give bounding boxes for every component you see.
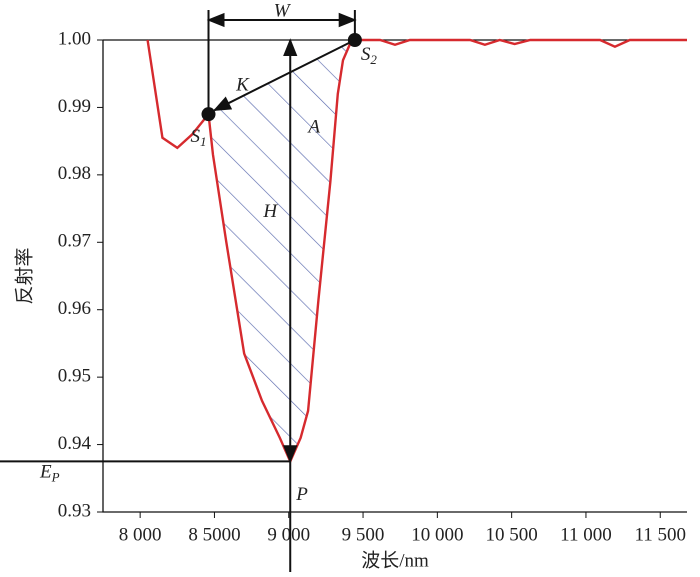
x-tick-label: 9 000 (267, 524, 310, 545)
y-tick-label: 1.00 (58, 28, 91, 49)
y-tick-label: 0.95 (58, 366, 91, 387)
x-tick-label: 8 5000 (188, 524, 240, 545)
y-tick-label: 0.94 (58, 433, 92, 454)
x-axis-label: 波长/nm (361, 549, 429, 571)
ep-label: EP (39, 462, 60, 485)
h-label: H (262, 201, 278, 222)
ep-label-sub: P (51, 469, 60, 484)
feature-point (347, 33, 362, 47)
y-axis-label: 反射率 (13, 247, 35, 304)
k-label: K (235, 75, 250, 96)
ep-label-main: E (39, 462, 52, 483)
axis-frame (102, 39, 687, 513)
y-tick-label: 0.96 (58, 298, 91, 319)
x-tick-label: 10 500 (486, 524, 538, 545)
y-tick-label: 0.97 (58, 231, 91, 252)
w-label: W (274, 0, 292, 21)
y-tick-label: 0.99 (58, 96, 91, 117)
s1-label-main: S (191, 127, 201, 148)
s2-label: S2 (361, 44, 378, 67)
x-tick-label: 8 000 (119, 524, 162, 545)
x-tick-label: 11 000 (560, 524, 612, 545)
s2-label-sub: 2 (370, 52, 377, 67)
x-tick-label: 11 500 (634, 524, 686, 545)
s2-label-main: S (361, 44, 371, 65)
p-label: P (295, 484, 308, 505)
reflectance-line (146, 38, 687, 465)
k-arrow (212, 39, 356, 112)
y-tick-label: 0.98 (58, 163, 91, 184)
s1-label-sub: 1 (200, 134, 207, 149)
feature-point (201, 107, 216, 122)
a-label: A (306, 117, 320, 138)
x-tick-label: 10 000 (411, 524, 463, 545)
p-label-main: P (295, 484, 308, 505)
hatched-area (208, 40, 355, 462)
x-tick-label: 9 500 (342, 524, 385, 545)
y-tick-label: 0.93 (58, 500, 91, 521)
s1-label: S1 (191, 127, 207, 150)
